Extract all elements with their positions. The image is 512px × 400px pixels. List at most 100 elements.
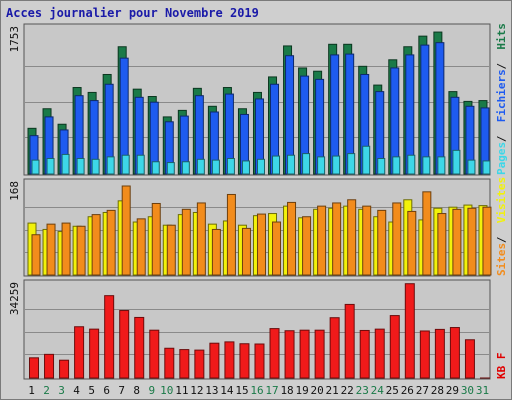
bar-sites-day-21	[332, 202, 342, 276]
bar-kb-f-day-12	[194, 349, 205, 379]
bar-pages-day-19	[302, 153, 311, 175]
legend-separator: /	[495, 63, 508, 70]
bar-sites-day-26	[407, 210, 417, 276]
bar-kb-f-day-27	[419, 330, 430, 379]
x-tick-label: 30	[461, 384, 474, 397]
x-tick-label: 8	[133, 384, 140, 397]
bar-pages-day-6	[106, 156, 115, 175]
legend-visites: Visites	[495, 177, 508, 223]
bar-pages-day-29	[452, 149, 461, 175]
bar-kb-f-day-26	[404, 283, 415, 379]
bar-sites-day-18	[287, 201, 297, 276]
x-tick-label: 28	[431, 384, 444, 397]
bar-pages-day-15	[241, 160, 250, 175]
bar-pages-day-9	[151, 161, 160, 175]
bar-pages-day-22	[347, 153, 356, 175]
x-tick-label: 17	[265, 384, 278, 397]
x-tick-label: 12	[190, 384, 203, 397]
x-tick-label: 2	[43, 384, 50, 397]
x-tick-label: 24	[371, 384, 385, 397]
bar-kb-f-day-6	[104, 295, 115, 379]
panel-max-label: 168	[8, 181, 21, 201]
x-tick-label: 21	[326, 384, 339, 397]
bar-sites-day-11	[181, 208, 191, 276]
x-tick-label: 22	[341, 384, 354, 397]
bar-sites-day-3	[61, 222, 71, 276]
bar-kb-f-day-10	[164, 347, 175, 379]
bar-kb-f-day-16	[254, 343, 265, 379]
bar-pages-day-4	[76, 158, 85, 175]
x-tick-label: 6	[103, 384, 110, 397]
bar-pages-day-16	[256, 158, 265, 175]
x-tick-label: 3	[58, 384, 65, 397]
bar-sites-day-1	[31, 234, 41, 276]
legend-separator: /	[495, 236, 508, 243]
bar-pages-day-14	[226, 158, 235, 175]
x-tick-label: 26	[401, 384, 414, 397]
bar-kb-f-day-2	[44, 353, 55, 379]
bar-sites-day-29	[452, 208, 462, 276]
legend-hits: Hits	[495, 23, 508, 50]
x-tick-label: 7	[118, 384, 125, 397]
bar-kb-f-day-25	[389, 315, 400, 379]
bar-pages-day-2	[46, 158, 55, 175]
bar-fichiers-day-27	[420, 44, 430, 175]
bar-kb-f-day-9	[149, 329, 160, 379]
bar-pages-day-20	[317, 156, 326, 175]
bar-kb-f-day-23	[359, 329, 370, 379]
bar-sites-day-25	[392, 202, 402, 276]
bar-kb-f-day-1	[29, 357, 39, 379]
x-axis: 1 2 3 4 5 6 7 8 9 10 11 12 13 14 15 16 17 18 19 20 21 22 23 24 2…	[28, 384, 489, 397]
bar-kb-f-day-7	[119, 310, 130, 379]
bar-sites-day-5	[91, 214, 101, 276]
bar-pages-day-21	[332, 155, 341, 175]
bar-sites-day-20	[317, 205, 327, 276]
bar-pages-day-10	[166, 162, 175, 175]
bar-kb-f-day-5	[89, 328, 100, 379]
x-tick-label: 15	[235, 384, 248, 397]
bar-pages-day-25	[392, 156, 401, 175]
x-tick-label: 5	[88, 384, 95, 397]
bar-pages-day-7	[121, 154, 130, 175]
x-tick-label: 1	[28, 384, 35, 397]
bar-pages-day-23	[362, 145, 371, 175]
x-tick-label: 13	[205, 384, 218, 397]
bar-kb-f-day-18	[284, 330, 295, 379]
bar-pages-day-11	[181, 161, 190, 175]
x-tick-label: 20	[311, 384, 324, 397]
bar-sites-day-6	[106, 209, 116, 276]
bar-pages-day-1	[31, 159, 40, 175]
bar-sites-day-17	[272, 221, 282, 276]
bar-sites-day-14	[226, 193, 236, 276]
bar-sites-day-23	[362, 205, 372, 276]
bar-kb-f-day-13	[209, 342, 220, 379]
legend-separator: /	[495, 135, 508, 142]
bar-kb-f-day-20	[314, 329, 325, 379]
bar-sites-day-16	[256, 213, 266, 276]
bar-sites-day-10	[166, 224, 176, 276]
bar-kb-f-day-14	[224, 341, 235, 379]
legend-kb-f: KB F	[495, 353, 508, 380]
bar-sites-day-24	[377, 209, 387, 276]
bar-sites-day-2	[46, 223, 56, 276]
legend-pages: Pages	[495, 142, 508, 175]
x-tick-label: 25	[386, 384, 399, 397]
bar-sites-day-15	[241, 227, 251, 276]
bar-kb-f-day-8	[134, 316, 145, 379]
bar-pages-day-12	[196, 158, 205, 175]
chart-title: Acces journalier pour Novembre 2019	[6, 6, 259, 20]
bar-pages-day-13	[211, 159, 220, 175]
bar-kb-f-day-29	[449, 327, 460, 379]
bar-kb-f-day-4	[74, 326, 85, 379]
bar-kb-f-day-21	[329, 317, 340, 379]
x-tick-label: 11	[175, 384, 188, 397]
bar-fichiers-day-28	[435, 42, 445, 175]
x-tick-label: 4	[73, 384, 80, 397]
x-tick-label: 29	[446, 384, 459, 397]
legend-sites: Sites	[495, 243, 508, 276]
bar-kb-f-day-15	[239, 343, 250, 379]
bar-kb-f-day-17	[269, 328, 280, 379]
bar-pages-day-3	[61, 153, 70, 175]
